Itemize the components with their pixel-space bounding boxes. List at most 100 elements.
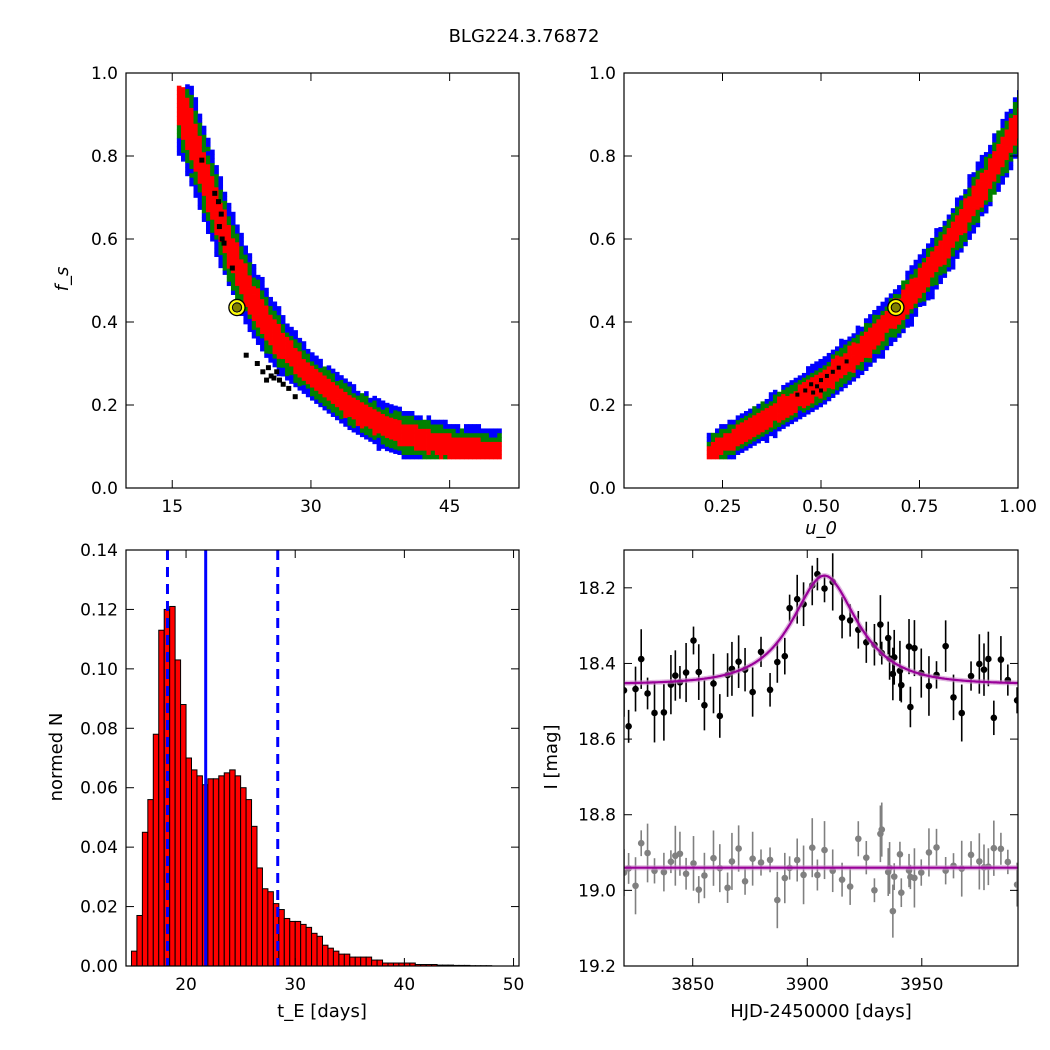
density-cell — [967, 178, 972, 184]
density-cell — [439, 432, 444, 438]
density-cell — [201, 164, 207, 170]
density-cell — [185, 149, 190, 155]
density-cell — [743, 445, 749, 451]
density-cell — [235, 224, 240, 230]
data-point — [682, 669, 690, 676]
density-cell — [409, 419, 415, 425]
density-cell — [946, 245, 952, 250]
density-cell — [901, 328, 906, 334]
density-cell — [235, 259, 240, 265]
density-cell — [777, 413, 782, 419]
y-tick-label: 0.08 — [80, 719, 118, 739]
density-cell — [193, 175, 199, 181]
density-cell — [235, 285, 240, 291]
density-cell — [942, 255, 948, 261]
density-cell — [439, 450, 444, 455]
histogram-bar — [360, 956, 367, 966]
density-cell — [222, 244, 228, 249]
density-cell — [822, 356, 828, 361]
histogram-bar — [147, 799, 154, 966]
density-cell — [1004, 142, 1010, 147]
density-cell — [201, 143, 207, 148]
density-cell — [418, 441, 423, 447]
density-cell — [785, 413, 790, 418]
density-cell — [214, 217, 219, 223]
density-cell — [719, 454, 724, 460]
density-cell — [355, 403, 361, 409]
density-cell — [938, 227, 943, 232]
density-cell — [235, 233, 240, 238]
density-cell — [422, 428, 427, 434]
density-cell — [785, 382, 790, 388]
density-cell — [493, 432, 498, 438]
density-cell — [954, 245, 960, 251]
density-cell — [268, 349, 273, 354]
density-cell — [230, 246, 236, 252]
density-cell — [793, 395, 799, 400]
density-cell — [255, 296, 261, 302]
density-cell — [781, 393, 786, 399]
density-cell — [409, 424, 415, 429]
density-cell — [214, 173, 219, 179]
density-cell — [764, 433, 770, 439]
density-cell — [706, 432, 712, 438]
density-cell — [493, 445, 498, 451]
density-cell — [310, 352, 315, 358]
density-cell — [942, 264, 948, 270]
density-cell — [468, 428, 473, 434]
density-cell — [401, 428, 407, 434]
density-cell — [851, 341, 857, 347]
density-cell — [401, 411, 407, 416]
density-cell — [401, 424, 407, 429]
density-cell — [859, 348, 865, 354]
data-point — [774, 658, 781, 666]
density-cell — [917, 293, 923, 299]
density-cell — [975, 191, 981, 197]
density-cell — [430, 441, 436, 447]
density-cell — [488, 441, 494, 447]
density-cell — [401, 432, 407, 438]
panel1-ylabel: f_s — [52, 267, 73, 292]
density-cell — [193, 136, 199, 142]
density-cell — [839, 369, 844, 374]
density-cell — [739, 439, 745, 445]
density-cell — [843, 383, 848, 389]
density-cell — [872, 327, 877, 333]
density-cell — [938, 253, 943, 258]
histogram-bar — [316, 935, 323, 966]
density-cell — [176, 107, 182, 113]
density-cell — [892, 324, 898, 329]
density-cell — [1000, 136, 1006, 142]
density-cell — [839, 386, 844, 392]
density-cell — [1000, 149, 1006, 155]
density-cell — [868, 318, 873, 324]
density-cell — [785, 408, 790, 414]
density-cell — [1012, 106, 1018, 111]
density-cell — [934, 267, 939, 273]
density-cell — [322, 396, 328, 402]
density-cell — [347, 420, 353, 426]
density-cell — [764, 398, 770, 404]
density-cell — [752, 419, 757, 425]
density-cell — [476, 424, 482, 429]
density-cell — [389, 439, 394, 444]
density-cell — [913, 290, 919, 296]
density-cell — [826, 396, 832, 402]
density-cell — [921, 296, 927, 302]
density-cell — [185, 92, 190, 98]
histogram-bar — [180, 704, 187, 966]
density-cell — [185, 127, 190, 133]
density-cell — [289, 352, 294, 358]
density-cell — [185, 154, 190, 159]
density-cell — [443, 428, 448, 434]
panel4-xlabel: HJD-2450000 [days] — [730, 1001, 912, 1022]
density-cell — [917, 284, 923, 290]
density-cell — [181, 156, 186, 162]
density-cell — [743, 441, 749, 447]
density-cell — [743, 432, 749, 438]
density-cell — [855, 356, 861, 361]
density-cell — [189, 107, 194, 113]
density-cell — [892, 332, 898, 338]
density-cell — [768, 409, 774, 415]
density-cell — [872, 309, 877, 315]
